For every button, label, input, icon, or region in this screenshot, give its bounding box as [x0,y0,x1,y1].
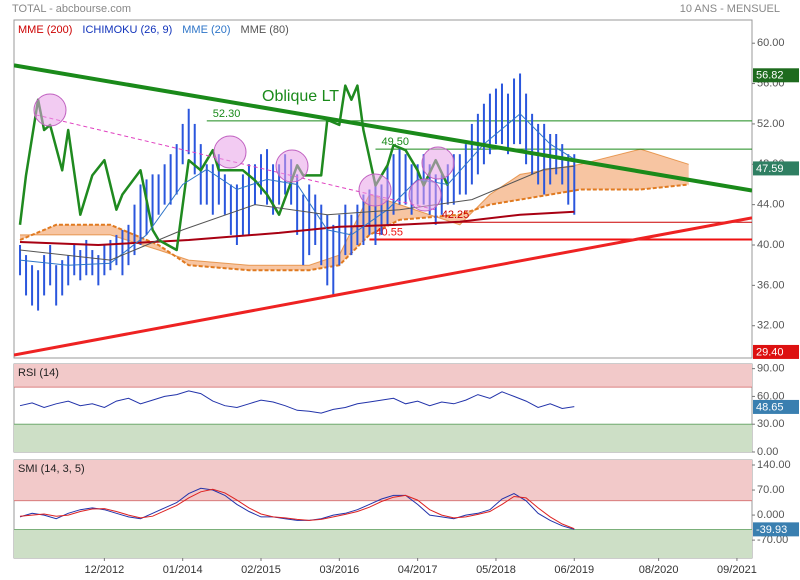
price-badge-label: 47.59 [756,163,784,175]
highlight-circle [213,135,247,169]
y-tick-label: 40.00 [757,239,785,251]
moving-average [19,165,575,261]
x-tick-label: 01/2014 [163,564,203,576]
plot-area [19,390,575,414]
y-tick-label: 44.00 [757,199,785,211]
legend-entry: MME (20) [182,24,230,36]
overbought-zone [14,460,752,501]
smi-panel: 140.00 70.00 0.000 -70.00 SMI (14, 3, 5) -39.… [13,459,799,576]
y-tick-label: -70.00 [757,534,788,546]
price-badge [753,344,799,359]
highlight-circle [33,93,67,127]
highlight-circle [408,178,442,212]
level-label: 42.25 [442,209,470,221]
x-tick-label: 08/2020 [639,564,679,576]
annotation: Oblique LT [262,88,339,105]
legend-entry: MME (200) [18,24,72,36]
header-left: TOTAL - abcbourse.com [12,3,131,15]
price-badge [753,161,799,176]
y-tick-label: 0.000 [757,509,785,521]
trendline [14,63,752,193]
overbought-zone [14,364,752,388]
y-tick-label: 70.00 [757,484,785,496]
x-tick-label: 04/2017 [398,564,438,576]
price-badge-label: 48.65 [756,401,784,413]
y-tick-label: 52.00 [757,118,785,130]
moving-average [19,113,575,266]
indicator-line [19,487,575,530]
price-badge-label: -39.93 [756,524,787,536]
highlights [33,93,455,212]
y-tick-label: 90.00 [757,363,785,375]
level-label: 52.30 [213,108,241,120]
trendline [14,216,752,357]
y-tick-label: 0.00 [757,446,778,458]
price-badge [753,68,799,83]
plot-area [19,487,575,530]
highlight-circle [421,146,455,180]
oversold-zone [14,424,752,452]
legend-entry: MME (80) [241,24,289,36]
x-tick-label: 12/2012 [84,564,124,576]
plot-area: 52.30 49.50 42.25 40.55 [14,63,752,357]
x-tick-label: 02/2015 [241,564,281,576]
x-tick-label: 03/2016 [319,564,359,576]
header-right: 10 ANS - MENSUEL [680,3,780,15]
oversold-zone [14,529,752,558]
price-badge [753,399,799,414]
y-tick-label: 36.00 [757,279,785,291]
y-tick-label: 60.00 [757,390,785,402]
price-badge-label: 56.82 [756,70,784,82]
x-tick-label: 05/2018 [476,564,516,576]
highlight-circle [275,149,309,183]
price-badge-label: 29.40 [756,346,784,358]
x-tick-label: 09/2021 [717,564,757,576]
y-tick-label: 32.00 [757,320,785,332]
price-panel: 60.0056.0052.0048.0044.0040.0036.0032.00… [13,19,799,359]
indicator-line [19,390,575,414]
level-label: 40.55 [375,226,403,238]
ichimoku-span-b [19,183,689,272]
panel-title: RSI (14) [18,367,59,379]
indicator-line [19,488,575,530]
rsi-panel: 90.00 60.00 30.00 0.00 RSI (14) 48.65 [13,363,799,458]
y-tick-label: 30.00 [757,418,785,430]
price-badge [753,522,799,537]
y-tick-label: 60.00 [757,37,785,49]
y-tick-label: 140.00 [757,459,791,471]
ichimoku-cloud [20,149,689,271]
moving-average [19,210,575,247]
highlight-circle [358,173,392,207]
panel-title: SMI (14, 3, 5) [18,463,85,475]
x-tick-label: 06/2019 [554,564,594,576]
level-label: 49.50 [381,136,409,148]
legend-entry: ICHIMOKU (26, 9) [82,24,172,36]
